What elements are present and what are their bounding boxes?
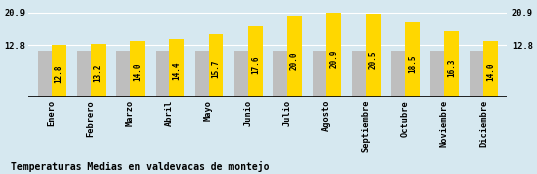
Bar bbox=[117, 51, 130, 97]
Bar bbox=[169, 39, 184, 97]
Text: 18.5: 18.5 bbox=[408, 54, 417, 73]
Bar bbox=[156, 51, 169, 97]
Text: 17.6: 17.6 bbox=[251, 56, 260, 74]
Bar bbox=[273, 51, 287, 97]
Text: 20.9: 20.9 bbox=[329, 50, 338, 68]
Bar bbox=[313, 51, 326, 97]
Bar bbox=[287, 16, 302, 97]
Bar bbox=[77, 51, 91, 97]
Bar bbox=[130, 41, 145, 97]
Text: 15.7: 15.7 bbox=[212, 59, 221, 78]
Bar bbox=[431, 51, 444, 97]
Bar bbox=[352, 51, 366, 97]
Bar bbox=[248, 26, 263, 97]
Text: 14.0: 14.0 bbox=[133, 62, 142, 81]
Text: 12.8: 12.8 bbox=[54, 65, 63, 83]
Bar bbox=[391, 51, 405, 97]
Bar bbox=[38, 51, 52, 97]
Bar bbox=[405, 22, 420, 97]
Text: 20.0: 20.0 bbox=[290, 52, 299, 70]
Bar bbox=[91, 44, 106, 97]
Bar bbox=[234, 51, 248, 97]
Bar bbox=[52, 45, 67, 97]
Text: 14.4: 14.4 bbox=[172, 62, 182, 80]
Bar bbox=[470, 51, 483, 97]
Bar bbox=[208, 34, 223, 97]
Text: 13.2: 13.2 bbox=[94, 64, 103, 82]
Text: 14.0: 14.0 bbox=[487, 62, 495, 81]
Text: 20.5: 20.5 bbox=[368, 51, 378, 69]
Bar bbox=[326, 13, 342, 97]
Bar bbox=[366, 14, 381, 97]
Bar bbox=[483, 41, 498, 97]
Bar bbox=[195, 51, 208, 97]
Text: 16.3: 16.3 bbox=[447, 58, 456, 77]
Bar bbox=[444, 31, 459, 97]
Text: Temperaturas Medias en valdevacas de montejo: Temperaturas Medias en valdevacas de mon… bbox=[11, 161, 269, 172]
